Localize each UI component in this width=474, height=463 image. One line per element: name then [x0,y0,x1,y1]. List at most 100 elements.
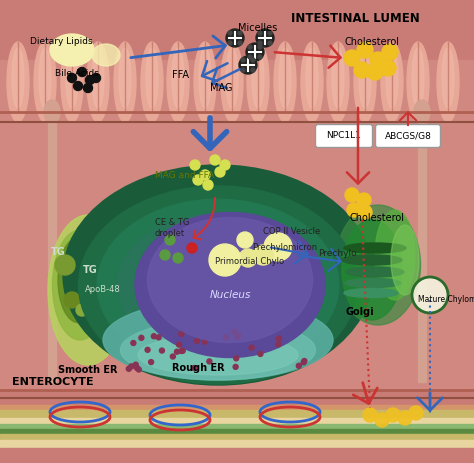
Bar [0,440,474,448]
Circle shape [238,31,242,35]
Circle shape [258,351,263,357]
Text: Prechylomicron: Prechylomicron [252,244,317,252]
Ellipse shape [199,48,211,108]
Ellipse shape [34,42,56,122]
Circle shape [237,232,253,248]
Text: TG: TG [82,265,97,275]
Circle shape [344,50,360,66]
Ellipse shape [48,215,128,365]
Ellipse shape [342,220,402,320]
Circle shape [246,43,264,61]
Ellipse shape [61,42,83,122]
Ellipse shape [407,42,429,122]
Circle shape [238,41,242,45]
Circle shape [276,336,282,341]
Circle shape [135,365,139,370]
Circle shape [220,160,230,170]
Ellipse shape [221,42,243,122]
Text: Cholesterol: Cholesterol [345,37,400,47]
Circle shape [258,55,262,59]
Ellipse shape [391,225,419,295]
Circle shape [264,233,292,261]
Circle shape [363,408,377,422]
Circle shape [296,363,301,368]
Circle shape [258,31,262,35]
Ellipse shape [103,300,333,380]
Ellipse shape [39,48,51,108]
Circle shape [241,58,245,62]
Bar [0,390,474,463]
Ellipse shape [12,48,24,108]
Ellipse shape [138,335,298,375]
FancyBboxPatch shape [316,125,373,148]
Text: FFA: FFA [172,70,189,80]
Circle shape [76,304,88,316]
Circle shape [248,45,252,49]
Circle shape [165,235,175,245]
Text: Cholesterol: Cholesterol [350,213,405,223]
Circle shape [380,60,396,76]
Ellipse shape [386,48,398,108]
Text: MAG: MAG [210,83,233,93]
Circle shape [354,62,370,78]
Circle shape [203,180,213,190]
Circle shape [228,31,232,35]
Ellipse shape [97,199,339,371]
Circle shape [194,338,200,344]
Circle shape [234,356,239,361]
Ellipse shape [252,48,264,108]
Ellipse shape [66,48,78,108]
Circle shape [241,68,245,72]
Text: Rough ER: Rough ER [172,363,224,373]
Circle shape [215,167,225,177]
Ellipse shape [279,48,291,108]
Circle shape [192,365,197,370]
Circle shape [187,243,197,253]
Ellipse shape [135,213,325,357]
Text: ABCGS/G8: ABCGS/G8 [384,131,431,140]
Text: INTESTINAL LUMEN: INTESTINAL LUMEN [291,12,419,25]
Ellipse shape [375,210,415,300]
Circle shape [226,29,244,47]
Ellipse shape [442,48,454,108]
Ellipse shape [345,279,401,288]
Text: Primordial Chylo: Primordial Chylo [215,257,284,267]
Ellipse shape [63,165,373,385]
Bar [0,60,474,140]
Text: Bile Acids: Bile Acids [55,69,99,79]
Circle shape [67,74,76,82]
Circle shape [73,81,82,90]
Circle shape [409,406,423,420]
Circle shape [126,366,131,371]
Circle shape [209,244,241,276]
Ellipse shape [119,48,131,108]
Bar [0,429,474,434]
Ellipse shape [412,48,424,108]
Text: ApoB-48: ApoB-48 [85,286,121,294]
Circle shape [151,334,156,339]
Circle shape [145,347,150,352]
Circle shape [239,56,257,74]
Bar [0,390,474,405]
Ellipse shape [332,48,344,108]
Bar [0,0,474,100]
Ellipse shape [114,42,136,122]
Ellipse shape [50,34,94,66]
Ellipse shape [247,42,269,122]
Text: Micelles: Micelles [238,23,277,33]
Circle shape [200,170,210,180]
Ellipse shape [274,42,296,122]
Circle shape [193,175,203,185]
Circle shape [170,354,175,359]
Bar [0,424,474,429]
Circle shape [83,83,92,93]
Ellipse shape [344,288,398,298]
Ellipse shape [147,218,312,343]
Ellipse shape [194,42,216,122]
Circle shape [258,45,262,49]
Ellipse shape [92,48,104,108]
Circle shape [85,75,94,85]
Circle shape [180,348,185,353]
Circle shape [159,348,164,353]
Circle shape [248,55,252,59]
